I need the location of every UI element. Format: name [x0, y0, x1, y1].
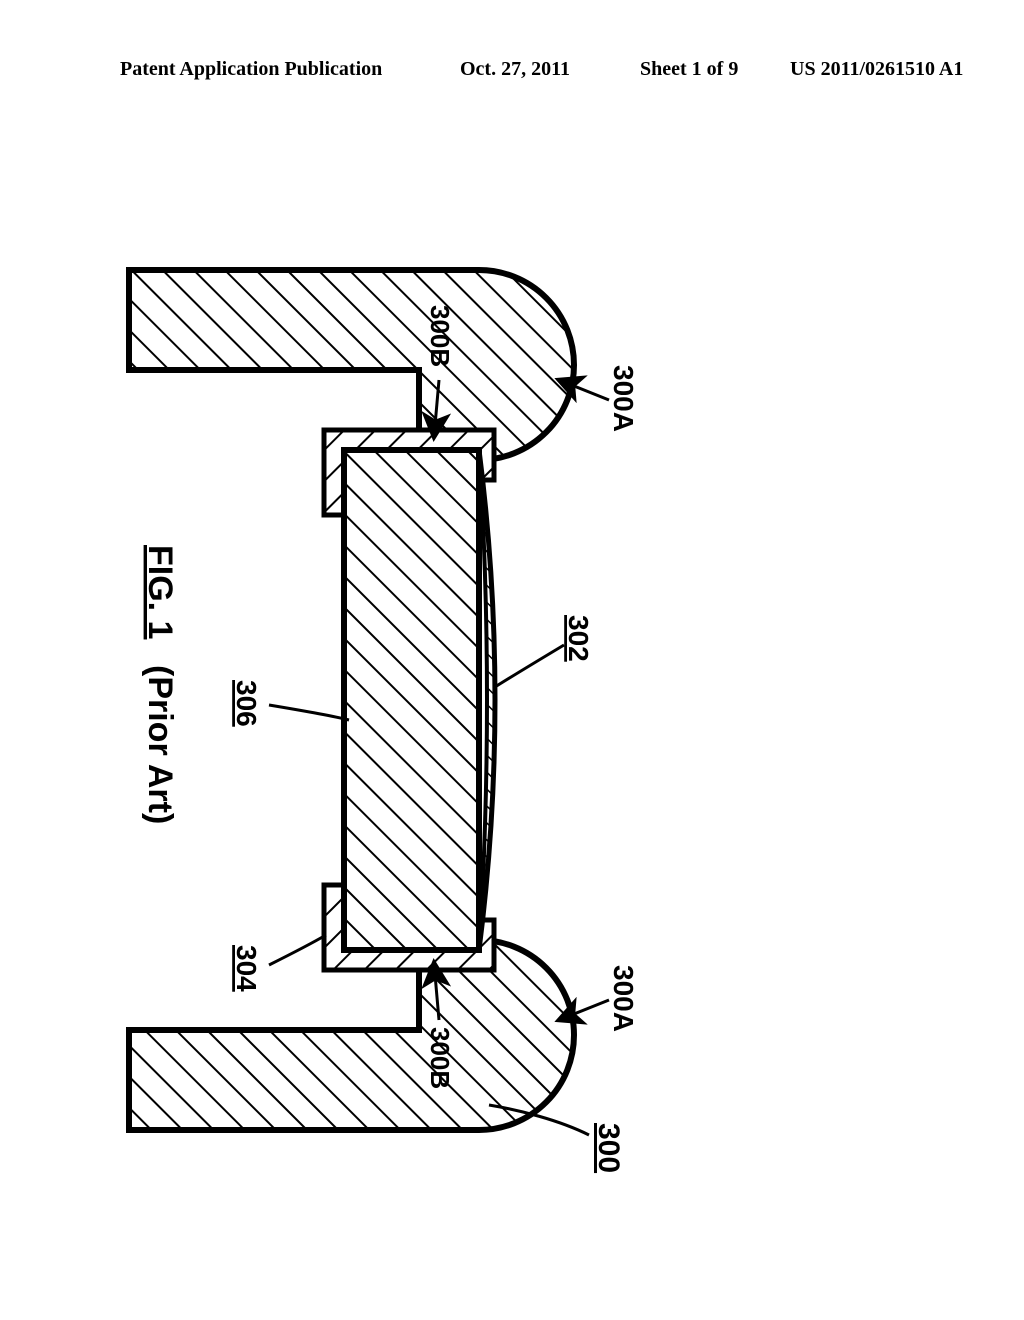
- publication-date: Oct. 27, 2011: [460, 58, 570, 81]
- figure-1: 300A 300A 300B 300B 300 302 306 304 FIG.…: [115, 175, 909, 1225]
- label-304: 304: [231, 945, 262, 992]
- label-302: 302: [563, 615, 594, 662]
- page: Patent Application Publication Oct. 27, …: [0, 0, 1024, 1320]
- label-300b-right: 300B: [425, 1027, 455, 1089]
- publication-number: US 2011/0261510 A1: [790, 58, 963, 81]
- sheet-number: Sheet 1 of 9: [640, 58, 738, 81]
- figure-caption: FIG. 1 (Prior Art): [141, 545, 179, 824]
- caption-note: (Prior Art): [141, 665, 179, 824]
- label-306: 306: [231, 680, 262, 727]
- label-300b-left: 300B: [425, 305, 455, 367]
- label-300a-right: 300A: [608, 965, 639, 1032]
- figure-svg: 300A 300A 300B 300B 300 302 306 304 FIG.…: [115, 175, 909, 1225]
- label-300a-left: 300A: [608, 365, 639, 432]
- caption-fig: FIG. 1: [141, 545, 179, 639]
- display-stack: [344, 450, 479, 950]
- publication-type: Patent Application Publication: [120, 58, 382, 81]
- label-300: 300: [592, 1123, 625, 1173]
